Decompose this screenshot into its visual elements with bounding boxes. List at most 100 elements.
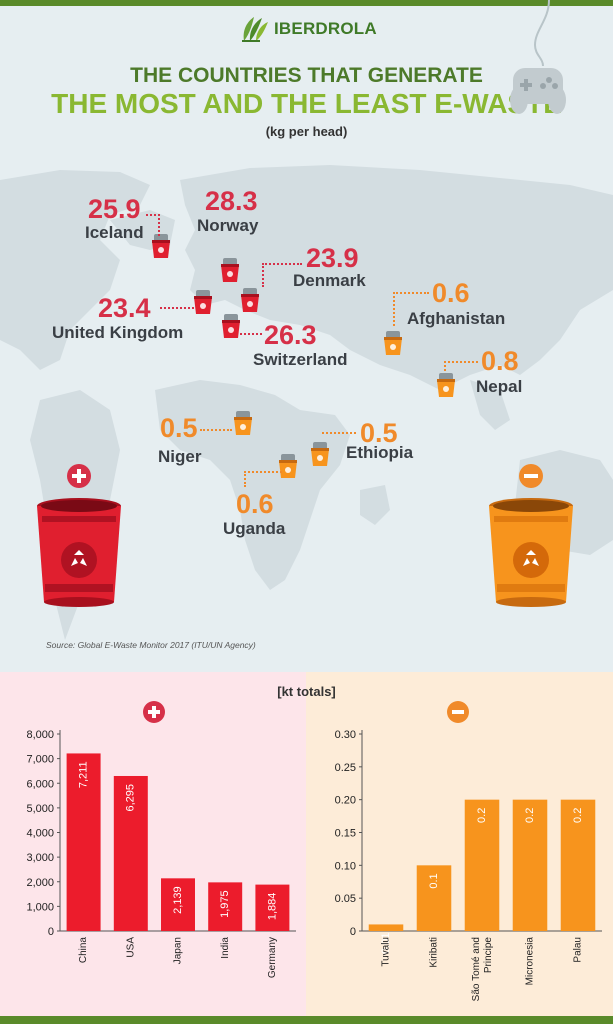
iceland-value: 25.9 bbox=[88, 194, 141, 224]
y-tick-label: 8,000 bbox=[26, 729, 54, 741]
switzerland-leader bbox=[240, 333, 262, 335]
iberdrola-logo: IBERDROLA bbox=[240, 14, 377, 44]
category-label: India bbox=[220, 937, 231, 959]
switzerland-value: 26.3 bbox=[264, 320, 317, 350]
y-tick-label: 0.10 bbox=[335, 860, 356, 872]
bottom-bar bbox=[0, 1016, 613, 1024]
category-label: São Tomé andPrincipe bbox=[471, 937, 494, 1002]
top-bar bbox=[0, 0, 613, 6]
data-label: 6,295 bbox=[125, 784, 137, 812]
norway-bin-icon bbox=[221, 258, 239, 282]
data-label: 0.2 bbox=[572, 808, 584, 823]
bar-palau bbox=[560, 799, 596, 931]
niger-leader bbox=[200, 429, 232, 431]
iceland-leader bbox=[146, 214, 160, 216]
y-tick-label: 0.25 bbox=[335, 762, 356, 774]
bar-micronesia bbox=[512, 799, 548, 931]
niger-bin-icon bbox=[234, 411, 252, 435]
afghanistan-value: 0.6 bbox=[432, 278, 470, 308]
ethiopia-bin-icon bbox=[311, 442, 329, 466]
category-label: USA bbox=[125, 937, 136, 958]
data-label: 0.2 bbox=[476, 808, 488, 823]
y-tick-label: 2,000 bbox=[26, 877, 54, 889]
switzerland-bin-icon bbox=[222, 314, 240, 338]
uganda-leader-v bbox=[244, 471, 246, 487]
minus-icon bbox=[519, 464, 543, 488]
bar-china bbox=[66, 753, 101, 931]
denmark-value: 23.9 bbox=[306, 243, 359, 273]
category-label: Palau bbox=[573, 937, 584, 963]
iceland-bin-icon bbox=[152, 234, 170, 258]
bar-japan bbox=[161, 878, 195, 931]
chart-most-ewaste: 0 1,000 2,000 3,000 4,000 5,000 6,000 7,000 8,00… bbox=[26, 729, 296, 978]
gamepad-icon bbox=[510, 0, 566, 114]
bar-tuvalu bbox=[368, 924, 404, 931]
kt-totals-label: [kt totals] bbox=[277, 684, 336, 699]
ethiopia-value: 0.5 bbox=[360, 418, 398, 448]
category-label: Japan bbox=[173, 937, 184, 964]
big-red-bin bbox=[37, 464, 121, 607]
uganda-bin-icon bbox=[279, 454, 297, 478]
niger-value: 0.5 bbox=[160, 413, 198, 443]
y-tick-label: 7,000 bbox=[26, 754, 54, 766]
y-tick-label: 3,000 bbox=[26, 852, 54, 864]
recycle-icon bbox=[71, 550, 87, 566]
afghanistan-bin-icon bbox=[384, 331, 402, 355]
uk-value: 23.4 bbox=[98, 293, 151, 323]
plus-icon bbox=[143, 701, 165, 723]
minus-icon bbox=[447, 701, 469, 723]
y-tick-label: 0.30 bbox=[335, 729, 356, 741]
most-panel bbox=[0, 672, 306, 1016]
nepal-bin-icon bbox=[437, 373, 455, 397]
category-label: China bbox=[78, 937, 89, 964]
data-label: 0.01 bbox=[380, 932, 392, 953]
title-line-2: THE MOST AND THE LEAST E-WASTE bbox=[51, 88, 562, 119]
nepal-leader bbox=[444, 361, 478, 363]
map-bins bbox=[152, 234, 455, 478]
afghanistan-leader-v bbox=[393, 292, 395, 326]
niger-label: Niger bbox=[158, 447, 202, 466]
iceland-leader-v bbox=[158, 214, 160, 236]
y-tick-label: 1,000 bbox=[26, 901, 54, 913]
denmark-leader bbox=[262, 263, 302, 265]
norway-value: 28.3 bbox=[205, 186, 258, 216]
plus-icon bbox=[67, 464, 91, 488]
y-tick-label: 0.20 bbox=[335, 795, 356, 807]
category-label: Micronesia bbox=[525, 937, 536, 986]
data-label: 2,139 bbox=[172, 886, 184, 914]
bar-s-o-tom-and-principe bbox=[464, 799, 500, 931]
y-tick-label: 0.15 bbox=[335, 828, 356, 840]
denmark-leader-v bbox=[262, 263, 264, 287]
category-label: Tuvalu bbox=[381, 937, 392, 967]
unit-label: (kg per head) bbox=[265, 124, 348, 139]
big-orange-bin bbox=[489, 464, 573, 607]
data-label: 1,975 bbox=[219, 890, 231, 918]
data-label: 1,884 bbox=[266, 893, 278, 921]
uk-leader bbox=[160, 307, 194, 309]
category-label: Germany bbox=[267, 937, 278, 978]
uk-label: United Kingdom bbox=[52, 323, 184, 342]
leaf-icon bbox=[242, 17, 268, 42]
bar-kiribati bbox=[416, 865, 452, 931]
y-tick-label: 4,000 bbox=[26, 828, 54, 840]
ethiopia-leader bbox=[322, 432, 356, 434]
y-tick-label: 5,000 bbox=[26, 803, 54, 815]
afghanistan-leader bbox=[393, 292, 429, 294]
y-tick-label: 6,000 bbox=[26, 778, 54, 790]
denmark-label: Denmark bbox=[293, 271, 366, 290]
uganda-label: Uganda bbox=[223, 519, 286, 538]
bar-india bbox=[208, 882, 243, 931]
uganda-value: 0.6 bbox=[236, 489, 274, 519]
data-label: 7,211 bbox=[78, 761, 90, 788]
uganda-leader bbox=[244, 471, 282, 473]
ethiopia-label: Ethiopia bbox=[346, 443, 414, 462]
nepal-leader-v bbox=[444, 361, 446, 371]
uk-bin-icon bbox=[194, 290, 212, 314]
data-label: 0.2 bbox=[524, 808, 536, 823]
norway-label: Norway bbox=[197, 216, 259, 235]
nepal-value: 0.8 bbox=[481, 346, 519, 376]
y-tick-label: 0 bbox=[350, 926, 356, 938]
y-tick-label: 0 bbox=[48, 926, 54, 938]
title-line-1: THE COUNTRIES THAT GENERATE bbox=[130, 64, 483, 87]
